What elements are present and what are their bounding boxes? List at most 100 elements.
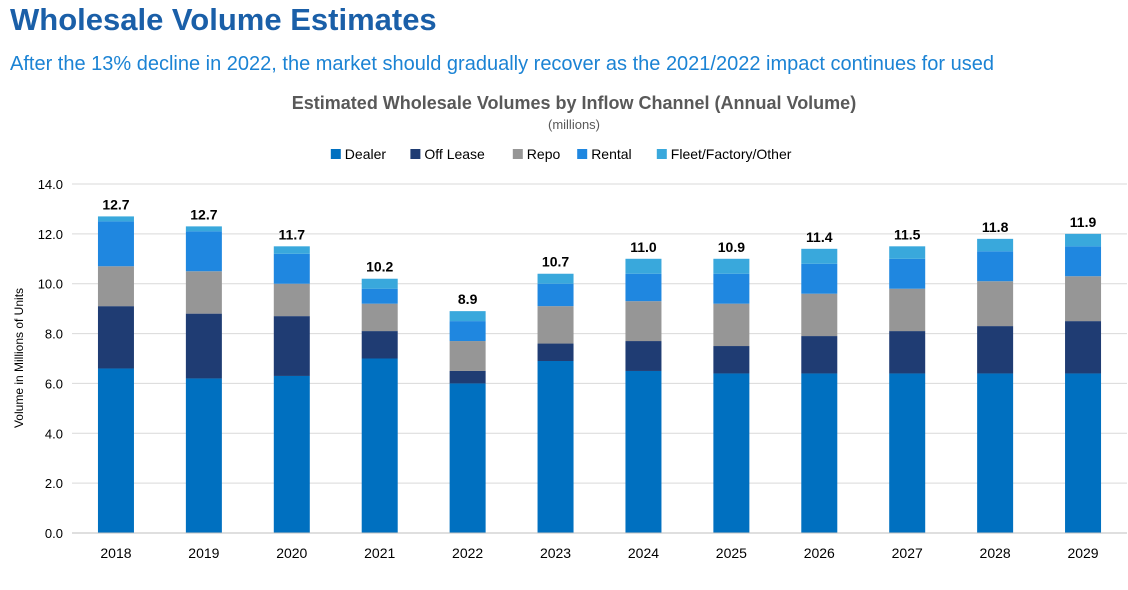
bar-segment-repo: [361, 303, 398, 332]
bar-segment-repo: [625, 301, 662, 342]
bar-segment-off-lease: [977, 326, 1014, 374]
bar-segment-repo: [977, 281, 1014, 327]
bar-segment-repo: [185, 271, 222, 314]
bar-segment-rental: [361, 288, 398, 304]
bar-segment-rental: [1065, 246, 1102, 277]
x-tick-label: 2018: [100, 545, 131, 561]
total-data-label: 10.9: [718, 239, 745, 255]
y-tick-label: 14.0: [38, 177, 63, 192]
bar-segment-repo: [713, 303, 750, 347]
bar-segment-off-lease: [625, 341, 662, 371]
bar-segment-fleet-factory-other: [361, 278, 398, 289]
bar-segment-off-lease: [537, 343, 574, 361]
legend-swatch: [512, 149, 523, 159]
legend-label: Off Lease: [424, 146, 485, 162]
bar-segment-dealer: [801, 373, 838, 533]
bar-segment-rental: [273, 253, 310, 284]
legend-swatch: [410, 149, 421, 159]
total-data-label: 12.7: [102, 196, 129, 212]
bar-segment-rental: [449, 321, 486, 342]
bar-segment-dealer: [97, 368, 134, 533]
bar-segment-repo: [537, 306, 574, 344]
bar-segment-repo: [1065, 276, 1102, 322]
bars: 12.7 12.7 11.7 10.2 8.9 10.7 11.0 10.9 11.4 11.5 1…: [97, 196, 1102, 533]
legend-swatch: [577, 149, 588, 159]
bar-segment-rental: [185, 231, 222, 272]
y-tick-label: 8.0: [45, 327, 63, 342]
bar-segment-repo: [273, 283, 310, 317]
bar-segment-fleet-factory-other: [801, 248, 838, 264]
bar-segment-repo: [889, 288, 926, 332]
bar-segment-dealer: [977, 373, 1014, 533]
axes: 0.0 2.0 4.0 6.0 8.0 10.0 12.0 14.0 2018 2019 2020 2…: [38, 177, 1127, 561]
total-data-label: 11.7: [279, 226, 306, 242]
x-tick-label: 2020: [276, 545, 307, 561]
total-data-label: 11.0: [630, 239, 657, 255]
page-title: Wholesale Volume Estimates: [10, 2, 437, 37]
y-axis-title: Volume in Millions of Units: [12, 288, 26, 428]
chart-legend: Dealer Off Lease Repo Rental Fleet/Factory/O…: [330, 146, 792, 162]
bar-segment-off-lease: [97, 306, 134, 369]
total-data-label: 11.4: [806, 229, 833, 245]
y-tick-label: 12.0: [38, 227, 63, 242]
x-tick-label: 2028: [980, 545, 1011, 561]
legend-swatch: [330, 149, 341, 159]
bar-segment-repo: [97, 266, 134, 307]
bar-segment-fleet-factory-other: [537, 273, 574, 284]
bar-segment-off-lease: [1065, 321, 1102, 374]
legend-label: Dealer: [345, 146, 387, 162]
legend-label: Fleet/Factory/Other: [671, 146, 792, 162]
y-tick-label: 2.0: [45, 476, 63, 491]
bar-segment-rental: [97, 221, 134, 267]
bar-segment-dealer: [361, 358, 398, 533]
bar-segment-off-lease: [273, 316, 310, 376]
bar-segment-rental: [537, 283, 574, 307]
bar-segment-dealer: [185, 378, 222, 533]
bar-segment-rental: [889, 258, 926, 289]
y-tick-label: 0.0: [45, 526, 63, 541]
bar-segment-repo: [801, 293, 838, 337]
bar-segment-fleet-factory-other: [625, 258, 662, 274]
bar-segment-fleet-factory-other: [977, 238, 1014, 252]
bar-segment-fleet-factory-other: [1065, 233, 1102, 247]
y-tick-label: 10.0: [38, 277, 63, 292]
bar-segment-fleet-factory-other: [449, 311, 486, 322]
bar-segment-dealer: [889, 373, 926, 533]
x-tick-label: 2027: [892, 545, 923, 561]
y-tick-label: 6.0: [45, 376, 63, 391]
bar-segment-fleet-factory-other: [273, 246, 310, 254]
bar-segment-dealer: [713, 373, 750, 533]
bar-segment-fleet-factory-other: [185, 226, 222, 232]
bar-segment-off-lease: [713, 346, 750, 374]
bar-segment-off-lease: [361, 331, 398, 359]
total-data-label: 12.7: [190, 206, 217, 222]
bar-segment-rental: [977, 251, 1014, 282]
bar-segment-off-lease: [185, 313, 222, 379]
x-tick-label: 2022: [452, 545, 483, 561]
bar-segment-fleet-factory-other: [713, 258, 750, 274]
bar-segment-dealer: [449, 383, 486, 533]
chart-units: (millions): [548, 117, 600, 132]
bar-segment-fleet-factory-other: [889, 246, 926, 259]
legend-swatch: [656, 149, 667, 159]
bar-segment-fleet-factory-other: [97, 216, 134, 222]
total-data-label: 8.9: [458, 291, 478, 307]
x-tick-label: 2024: [628, 545, 659, 561]
bar-segment-dealer: [273, 375, 310, 533]
x-tick-label: 2025: [716, 545, 747, 561]
chart-title: Estimated Wholesale Volumes by Inflow Ch…: [292, 93, 856, 113]
y-tick-label: 4.0: [45, 426, 63, 441]
bar-segment-off-lease: [889, 331, 926, 374]
bar-segment-dealer: [625, 370, 662, 533]
gridlines: [72, 183, 1127, 534]
legend-label: Repo: [527, 146, 561, 162]
bar-segment-dealer: [1065, 373, 1102, 533]
bar-segment-rental: [625, 273, 662, 302]
x-tick-label: 2019: [188, 545, 219, 561]
total-data-label: 10.7: [542, 254, 569, 270]
total-data-label: 11.5: [894, 226, 921, 242]
bar-segment-dealer: [537, 360, 574, 533]
legend-label: Rental: [591, 146, 631, 162]
